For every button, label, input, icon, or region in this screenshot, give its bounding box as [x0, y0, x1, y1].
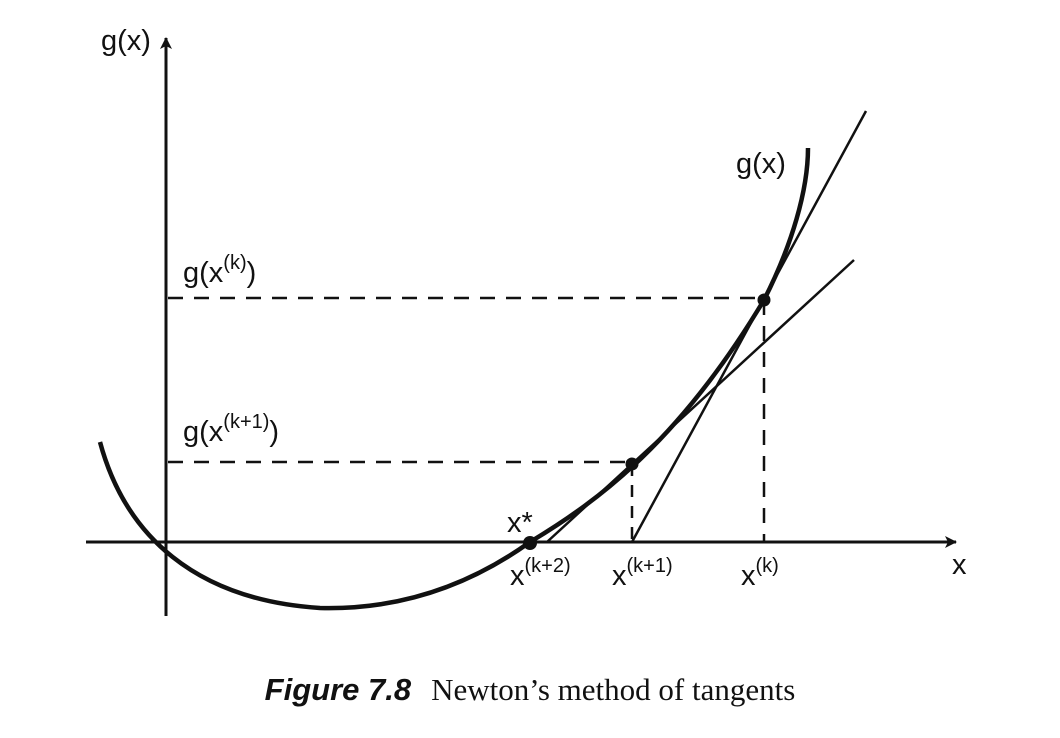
point-xk1 — [625, 457, 639, 471]
curve-label: g(x) — [736, 148, 786, 180]
point-xk — [757, 293, 771, 307]
tick-label-xk: x(k) — [741, 555, 779, 592]
figure-caption: Figure 7.8 Newton’s method of tangents — [0, 672, 1060, 708]
caption-label: Figure 7.8 — [264, 672, 412, 707]
label-g-xk-sup: (k) — [223, 252, 246, 274]
x-axis-label: x — [952, 549, 967, 581]
tick-label-xk1-sup: (k+1) — [627, 555, 673, 577]
g-curve — [97, 147, 811, 611]
tick-label-xk-sup: (k) — [756, 555, 779, 577]
tick-label-xk2-sup: (k+2) — [525, 555, 571, 577]
label-g-xk-base: g(x — [183, 257, 224, 289]
root-label: x* — [507, 507, 533, 539]
tick-label-xk1: x(k+1) — [612, 555, 673, 592]
y-axis-label: g(x) — [101, 25, 151, 57]
point-root — [523, 536, 537, 550]
tick-label-xk-base: x — [741, 560, 756, 592]
tick-label-xk1-base: x — [612, 560, 627, 592]
label-g-xk: g(x(k)) — [183, 252, 256, 289]
label-g-xk1-sup: (k+1) — [223, 411, 269, 433]
label-g-xk1-base: g(x — [183, 416, 224, 448]
label-g-xk1-close: ) — [269, 416, 279, 448]
tick-label-xk2: x(k+2) — [510, 555, 571, 592]
tick-label-xk2-base: x — [510, 560, 525, 592]
label-g-xk-close: ) — [247, 257, 257, 289]
label-g-xk1: g(x(k+1)) — [183, 411, 279, 448]
caption-text: Newton’s method of tangents — [431, 672, 796, 707]
